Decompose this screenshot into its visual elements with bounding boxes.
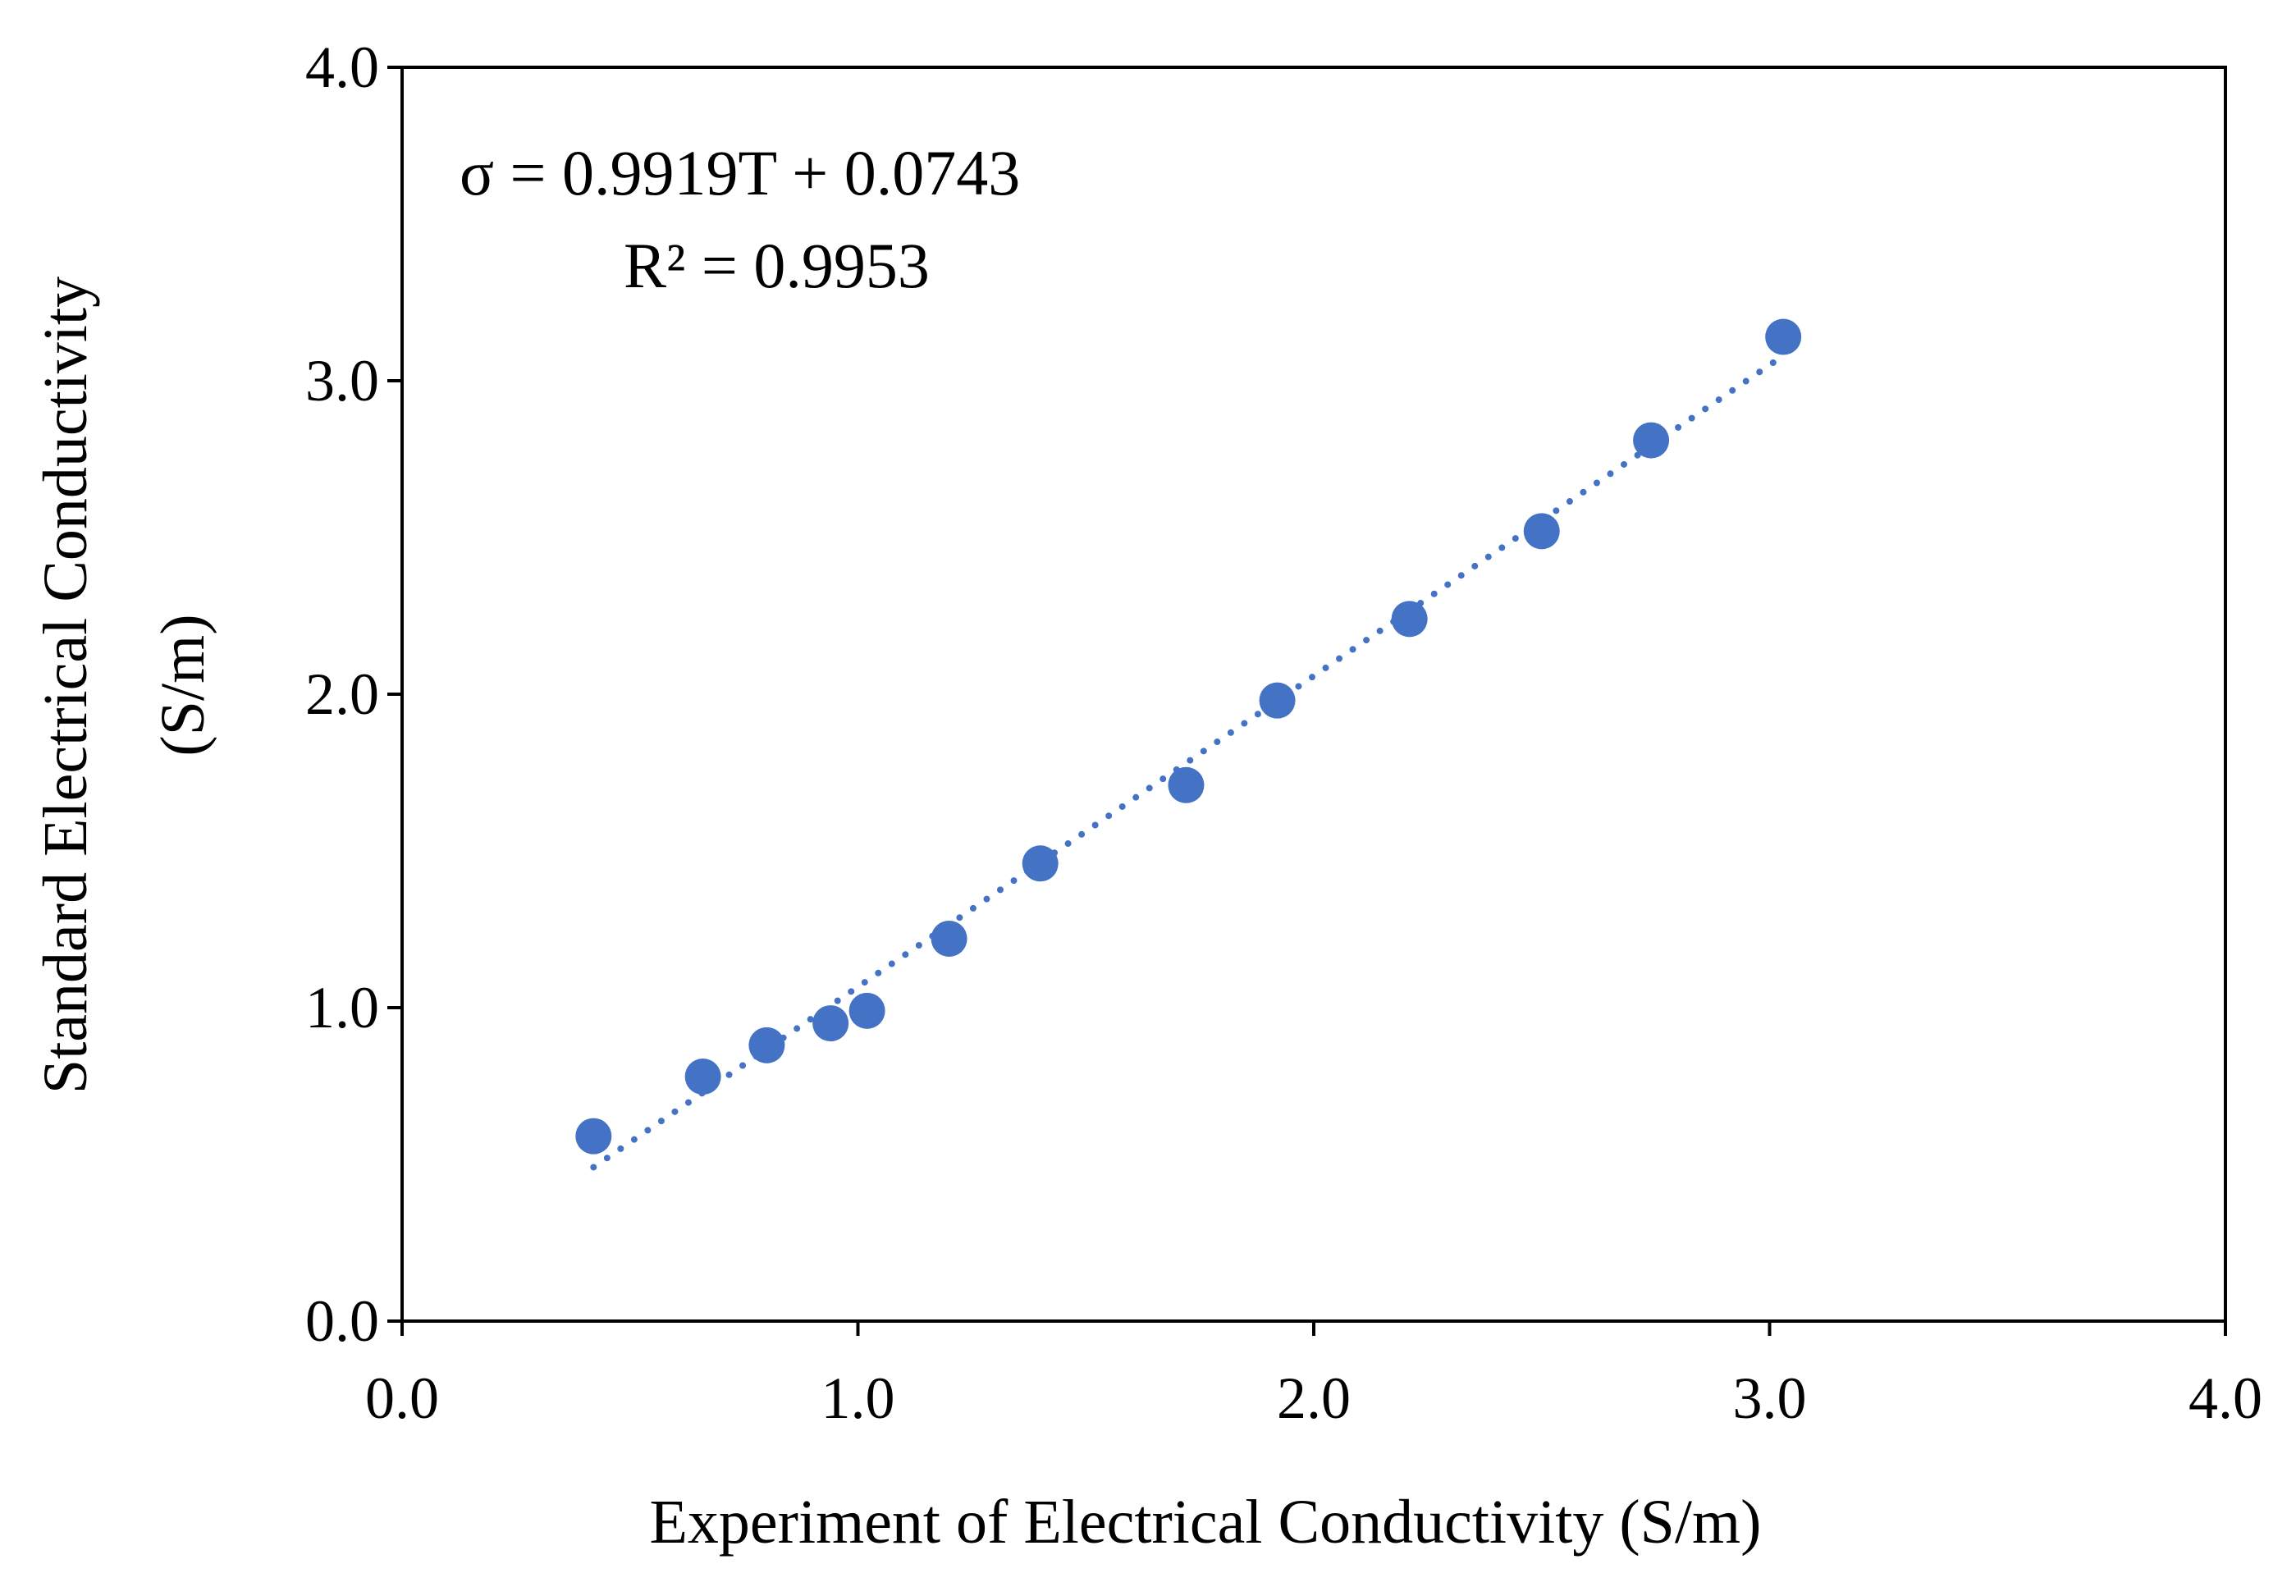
data-point xyxy=(1633,422,1670,459)
data-point xyxy=(1765,318,1802,355)
x-axis-title: Experiment of Electrical Conductivity (S… xyxy=(650,1488,1762,1557)
data-point xyxy=(1523,513,1560,550)
x-tick-label: 3.0 xyxy=(1733,1365,1807,1431)
data-points xyxy=(575,318,1802,1155)
y-tick-label: 3.0 xyxy=(305,348,379,414)
data-point xyxy=(848,992,885,1029)
axis-ticks xyxy=(387,66,2227,1336)
data-point xyxy=(1022,845,1059,882)
data-point xyxy=(575,1118,612,1155)
data-point xyxy=(812,1005,849,1042)
data-point xyxy=(1259,682,1296,719)
x-tick-label: 4.0 xyxy=(2189,1365,2262,1431)
y-tick-label: 2.0 xyxy=(305,661,379,727)
y-tick-labels: 0.0 1.0 2.0 3.0 4.0 xyxy=(305,34,379,1354)
x-tick-label: 1.0 xyxy=(821,1365,895,1431)
plot-area-frame xyxy=(400,66,2227,1323)
data-point xyxy=(748,1027,785,1063)
data-point xyxy=(684,1059,721,1095)
data-point xyxy=(931,920,967,957)
trendline xyxy=(590,352,1787,1171)
x-tick-labels: 0.0 1.0 2.0 3.0 4.0 xyxy=(365,1365,2262,1431)
x-tick-label: 2.0 xyxy=(1277,1365,1351,1431)
y-tick-label: 4.0 xyxy=(305,34,379,100)
r-squared-label: R² = 0.9953 xyxy=(624,230,930,301)
trendline-layer xyxy=(590,352,1787,1171)
y-tick-label: 0.0 xyxy=(305,1288,379,1354)
y-tick-label: 1.0 xyxy=(305,975,379,1040)
y-axis-title-line1: Standard Electrical Conductivity xyxy=(31,277,100,1094)
x-tick-label: 0.0 xyxy=(365,1365,439,1431)
data-point xyxy=(1168,766,1205,803)
y-axis-title-line2: (S/m) xyxy=(149,614,217,756)
data-point xyxy=(1391,601,1428,638)
trendline-equation: σ = 0.9919T + 0.0743 xyxy=(460,137,1020,208)
